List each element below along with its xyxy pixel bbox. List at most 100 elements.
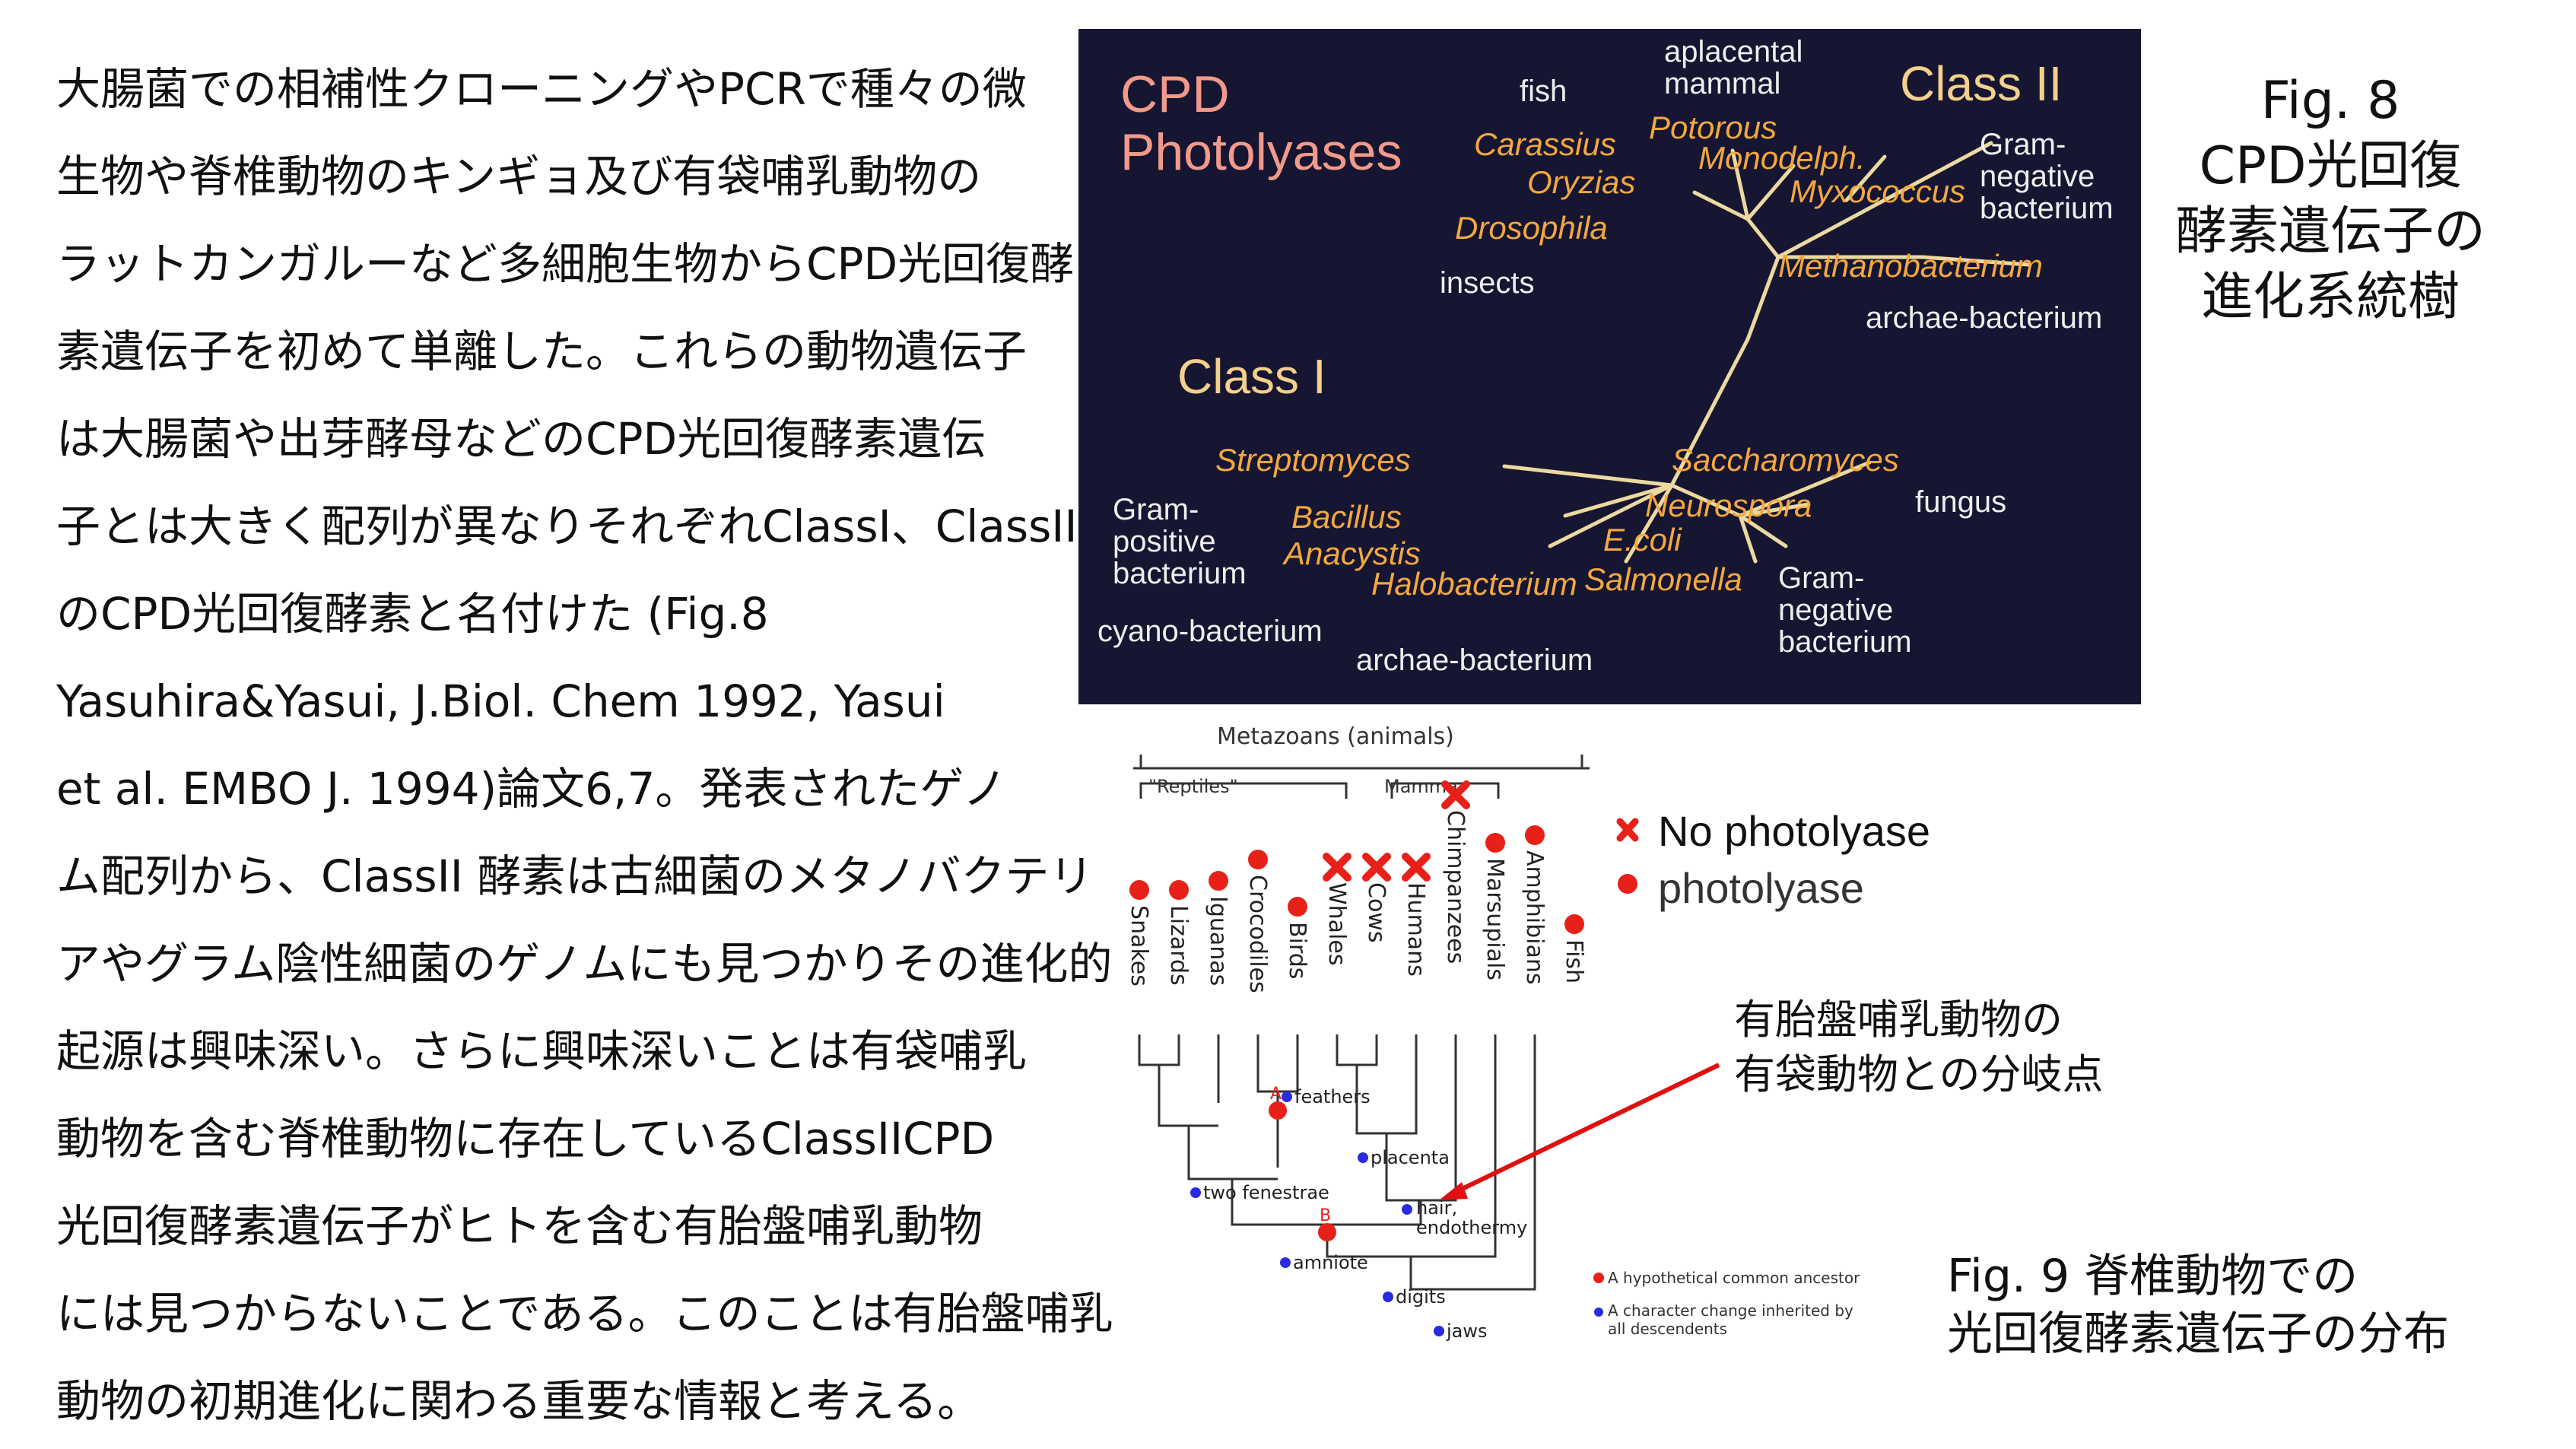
character-label: amniote [1293, 1252, 1368, 1273]
label-streptomyces: Streptomyces [1215, 442, 1411, 478]
fig8-caption: Fig. 8 CPD光回復 酵素遺伝子の 進化系統樹 [2175, 68, 2485, 330]
phylogenetic-tree-panel: CPD Photolyases Class II Class I fish ap… [1078, 29, 2141, 704]
label-gram-negative-bottom: bacterium [1778, 625, 1912, 659]
label-fish: fish [1520, 75, 1568, 108]
placental-note-line: 有胎盤哺乳動物の [1734, 996, 2063, 1044]
character-marker [1434, 1326, 1444, 1336]
label-insects: insects [1440, 266, 1535, 300]
label-oryzias: Oryzias [1527, 164, 1636, 200]
text-line: は大腸菌や出芽酵母などのCPD光回復酵素遺伝 [56, 413, 986, 465]
photolyase-absent-marker [1362, 853, 1391, 882]
taxon-label: Chimpanzees [1442, 810, 1469, 964]
label-carassius: Carassius [1474, 126, 1616, 162]
label-gram-negative-top: negative [1980, 160, 2095, 193]
legend-photolyase: photolyase [1658, 864, 1864, 912]
label-myxococcus: Myxococcus [1790, 173, 1966, 209]
taxon-label: Crocodiles [1244, 875, 1271, 993]
tree-title-line2: Photolyases [1120, 123, 1402, 181]
small-legend-blue-text: A character change inherited by [1608, 1301, 1853, 1320]
character-label: placenta [1371, 1147, 1450, 1168]
photolyase-present-marker [1248, 850, 1268, 869]
placental-note: 有胎盤哺乳動物の 有袋動物との分岐点 [1734, 993, 2103, 1102]
photolyase-present-marker [1485, 833, 1505, 853]
text-line: アやグラム陰性細菌のゲノムにも見つかりその進化的 [56, 938, 1113, 990]
character-label: digits [1396, 1286, 1446, 1308]
taxon-label: Fish [1561, 939, 1587, 983]
fig8-caption-line: CPD光回復 [2199, 136, 2462, 196]
metazoans-label: Metazoans (animals) [1217, 723, 1454, 750]
label-archae-bacterium-top: archae-bacterium [1866, 301, 2103, 335]
taxon-label: Cows [1363, 882, 1390, 942]
label-anacystis: Anacystis [1284, 535, 1421, 571]
label-methanobacterium: Methanobacterium [1778, 248, 2043, 284]
label-gram-positive: Gram- [1113, 493, 1199, 526]
text-line: Yasuhira&Yasui, J.Biol. Chem 1992, Yasui [56, 675, 945, 727]
text-line: et al. EMBO J. 1994)論文6,7。発表されたゲノ [56, 763, 1007, 815]
label-saccharomyces: Saccharomyces [1672, 442, 1899, 478]
photolyase-present-marker [1209, 871, 1228, 891]
text-line: 起源は興味深い。さらに興味深いことは有袋哺乳 [56, 1025, 1028, 1077]
character-marker [1282, 1092, 1292, 1102]
taxon-label: Birds [1284, 922, 1310, 979]
cladogram-figure: Metazoans (animals) "Reptiles" Mamma Sna… [1088, 707, 2365, 1377]
photolyase-present-marker [1525, 825, 1545, 845]
label-gram-negative-top: bacterium [1980, 192, 2114, 225]
photolyase-present-marker [1564, 914, 1584, 934]
taxon-label: Marsupials [1482, 858, 1508, 980]
small-legend-blue-dot [1594, 1308, 1603, 1317]
taxon-label: Iguanas [1205, 896, 1231, 986]
ancestor-b-marker [1318, 1223, 1336, 1241]
label-bacillus: Bacillus [1291, 499, 1402, 535]
text-line: 光回復酵素遺伝子がヒトを含む有胎盤哺乳動物 [56, 1200, 983, 1252]
photolyase-present-marker [1129, 880, 1149, 900]
legend-no-photolyase: No photolyase [1658, 807, 1931, 855]
class-i-label: Class I [1177, 349, 1326, 404]
label-archae-bacterium-bottom: archae-bacterium [1356, 643, 1593, 677]
placental-note-line: 有袋動物との分岐点 [1734, 1050, 2104, 1098]
tree-title-line1: CPD [1120, 65, 1230, 123]
text-line: 動物を含む脊椎動物に存在しているClassIICPD [56, 1113, 995, 1165]
legend-dot-icon [1618, 874, 1637, 894]
label-salmonella: Salmonella [1584, 561, 1742, 597]
label-mammal: mammal [1664, 67, 1781, 100]
text-line: 素遺伝子を初めて単離した。これらの動物遺伝子 [56, 326, 1028, 377]
character-label: jaws [1446, 1320, 1488, 1342]
ancestor-b-label: B [1320, 1206, 1331, 1225]
character-label: two fenestrae [1203, 1182, 1329, 1203]
label-aplacental: aplacental [1664, 35, 1803, 68]
body-text: 大腸菌での相補性クローニングやPCRで種々の微 生物や脊椎動物のキンギョ及び有袋… [56, 46, 1113, 1445]
fig8-caption-line: 酵素遺伝子の [2175, 202, 2486, 262]
small-legend-blue-text: all descendents [1608, 1320, 1727, 1338]
character-marker [1280, 1257, 1291, 1268]
label-ecoli: E.coli [1603, 522, 1682, 558]
legend-cross-icon [1616, 818, 1639, 842]
label-halobacterium: Halobacterium [1371, 566, 1577, 602]
fig9-caption-line: Fig. 9 脊椎動物での [1947, 1250, 2358, 1303]
text-line: 子とは大きく配列が異なりそれぞれClassI、ClassII [56, 500, 1078, 552]
label-gram-negative-top: Gram- [1980, 128, 2066, 161]
character-marker [1190, 1187, 1201, 1198]
small-legend-red-dot [1593, 1273, 1604, 1283]
taxon-label: Snakes [1126, 905, 1152, 987]
text-line: ラットカンガルーなど多細胞生物からCPD光回復酵 [56, 238, 1075, 290]
class-ii-label: Class II [1900, 56, 2063, 111]
label-gram-positive: bacterium [1113, 557, 1247, 590]
photolyase-absent-marker [1402, 853, 1431, 882]
taxon-label: Humans [1402, 882, 1429, 977]
fig8-caption-line: Fig. 8 [2260, 71, 2400, 131]
taxon-label: Amphibians [1521, 850, 1548, 985]
label-monodelph: Monodelph. [1698, 140, 1866, 176]
text-line: 大腸菌での相補性クローニングやPCRで種々の微 [56, 63, 1027, 115]
label-gram-negative-bottom: negative [1778, 593, 1894, 627]
arrow-icon [1439, 1063, 1720, 1200]
text-line: には見つからないことである。このことは有胎盤哺乳 [56, 1288, 1113, 1339]
label-gram-negative-bottom: Gram- [1778, 561, 1865, 595]
label-fungus: fungus [1915, 485, 2007, 519]
photolyase-present-marker [1288, 897, 1307, 917]
character-marker [1358, 1152, 1368, 1163]
reptiles-label: "Reptiles" [1148, 776, 1238, 797]
cladogram-svg: Metazoans (animals) "Reptiles" Mamma Sna… [1126, 723, 1860, 1342]
fig8-caption-line: 進化系統樹 [2201, 267, 2460, 327]
photolyase-absent-marker [1323, 853, 1352, 882]
label-gram-positive: positive [1113, 525, 1216, 558]
